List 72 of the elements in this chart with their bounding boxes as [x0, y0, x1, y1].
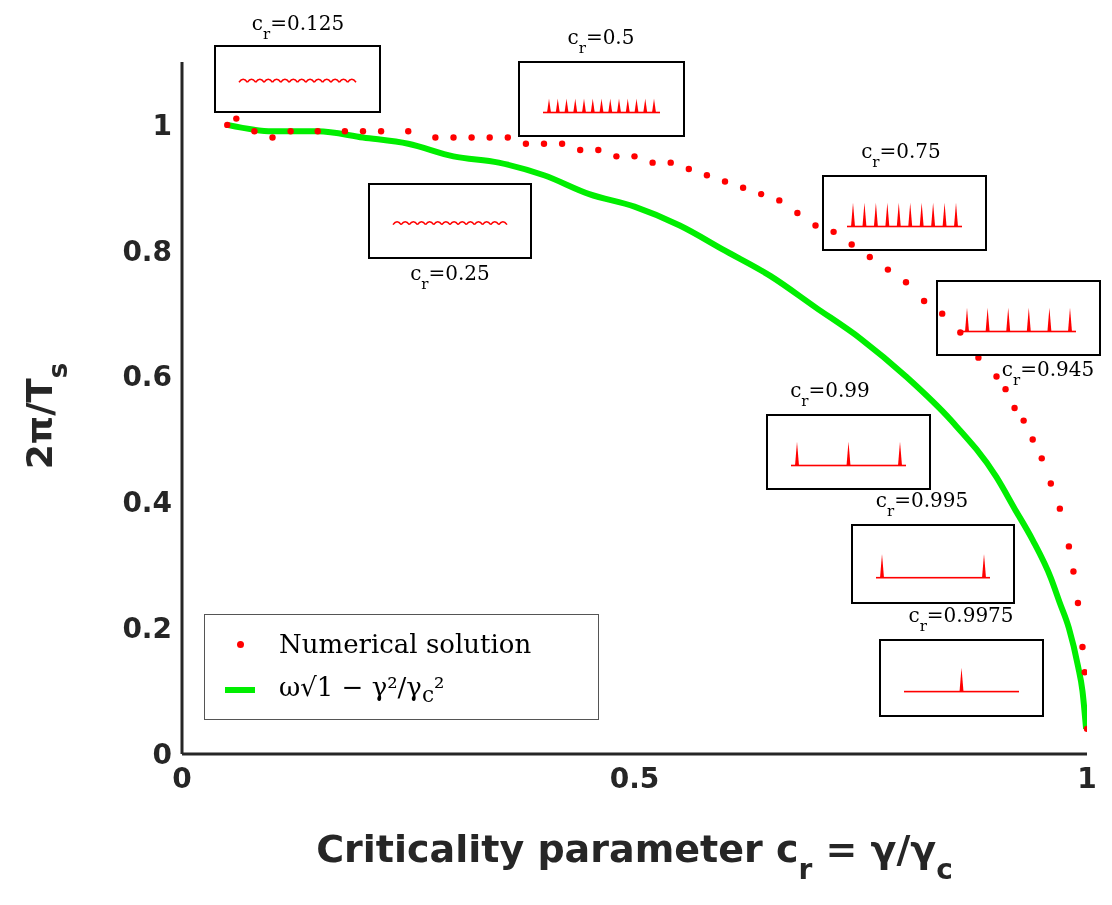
point	[613, 153, 620, 160]
point	[1079, 643, 1086, 651]
point	[577, 146, 584, 154]
point	[251, 128, 258, 135]
legend-label: Numerical solution	[279, 629, 532, 659]
point	[794, 209, 801, 217]
point	[1056, 505, 1064, 512]
y-tick-label: 0.2	[122, 612, 172, 646]
y-tick-label: 0.4	[122, 486, 172, 520]
point	[866, 253, 873, 261]
legend-label: ω√1 − γ²/γ$_{c}$²	[279, 672, 445, 708]
annotation: c$_{r}$=0.945	[1001, 357, 1095, 389]
point	[957, 329, 964, 336]
y-tick-label: 0.8	[122, 234, 172, 268]
x-tick-label: 0.5	[609, 761, 660, 795]
point	[649, 159, 656, 166]
point	[1074, 599, 1082, 607]
point	[721, 178, 729, 185]
point	[432, 134, 439, 141]
point	[1002, 385, 1009, 393]
point	[848, 241, 855, 248]
annotation: c$_{r}$=0.99	[790, 378, 870, 410]
point	[359, 128, 367, 135]
point	[1029, 436, 1036, 443]
point	[224, 121, 231, 129]
point	[812, 222, 819, 229]
point	[830, 228, 837, 236]
point	[776, 197, 783, 204]
point	[1047, 480, 1054, 487]
point	[233, 115, 240, 122]
y-tick-label: 0.6	[122, 360, 172, 394]
point	[739, 184, 747, 192]
annotation: c$_{r}$=0.75	[861, 139, 941, 171]
point	[1081, 669, 1087, 676]
point	[287, 128, 294, 135]
point	[504, 134, 511, 141]
point	[314, 128, 321, 135]
annotation: c$_{r}$=0.9975	[908, 603, 1014, 635]
point	[522, 140, 530, 147]
y-tick-label: 0	[152, 737, 172, 771]
y-tick-label: 1	[152, 108, 172, 142]
point	[377, 128, 385, 135]
point	[1020, 417, 1027, 424]
annotation: c$_{r}$=0.995	[875, 488, 969, 520]
point	[685, 165, 692, 173]
text: c$_{r}$=0.5	[567, 25, 635, 57]
text: c$_{r}$=0.125	[251, 11, 345, 43]
point	[1011, 404, 1018, 412]
point	[341, 128, 349, 135]
point	[558, 140, 566, 147]
point	[631, 153, 638, 160]
point	[703, 172, 711, 179]
point	[902, 278, 910, 286]
point	[884, 266, 892, 273]
point	[450, 134, 457, 141]
point	[920, 297, 928, 305]
point	[758, 190, 765, 198]
point	[1070, 568, 1077, 575]
x-axis-title: Criticality parameter c$_{r}$ = γ/γ$_{c}$	[316, 827, 953, 886]
point	[540, 140, 548, 147]
point	[595, 146, 602, 154]
x-tick-label: 1	[1077, 761, 1097, 795]
point	[993, 373, 1000, 380]
point	[667, 159, 674, 166]
point	[405, 128, 412, 135]
point	[1038, 455, 1045, 462]
point	[486, 134, 493, 141]
point	[468, 134, 475, 141]
point	[1065, 543, 1073, 550]
annotation: c$_{r}$=0.25	[410, 261, 490, 293]
point	[269, 134, 276, 141]
point	[939, 310, 946, 317]
